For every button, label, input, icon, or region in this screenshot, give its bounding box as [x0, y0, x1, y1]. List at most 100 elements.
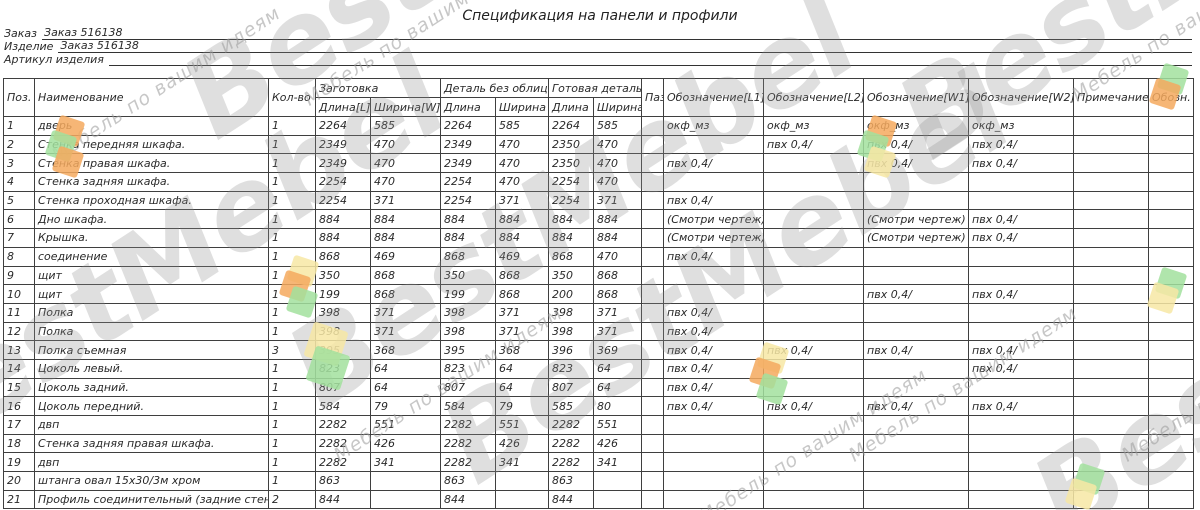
- cell-pos: 8: [3, 246, 35, 267]
- cell-raw-wid: 64: [494, 358, 550, 379]
- header-pos: Поз.: [3, 78, 35, 117]
- cell-pos: 18: [3, 433, 35, 454]
- cell-mark: [1148, 452, 1195, 473]
- cell-l1: пвх 0,4/: [663, 358, 765, 379]
- table-row: 19 двп 1 2282 341 2282 341 2282 341: [3, 452, 1195, 473]
- cell-qty: 1: [268, 433, 316, 454]
- cell-note: [1073, 396, 1150, 416]
- cell-pos: 16: [3, 396, 35, 416]
- cell-raw-len: 868: [440, 246, 496, 267]
- cell-name: соединение: [34, 246, 269, 267]
- cell-pos: 19: [3, 452, 35, 473]
- table-row: 7 Крышка. 1 884 884 884 884 884 884 (Смотри черте…: [3, 228, 1195, 248]
- cell-zag-len: 398: [315, 302, 371, 323]
- cell-ready-len: 2282: [548, 433, 595, 454]
- product-line: Изделие Заказ 516138: [4, 40, 1192, 53]
- cell-zag-wid: 426: [370, 433, 441, 454]
- cell-raw-wid: 469: [494, 246, 550, 267]
- cell-raw-wid: 470: [494, 134, 550, 155]
- cell-mark: [1148, 358, 1195, 379]
- cell-paz: [641, 153, 665, 174]
- cell-name: щит: [34, 265, 269, 286]
- table-row: 3 Стенка правая шкафа. 1 2349 470 2349 470 2350…: [3, 153, 1195, 174]
- header-l1: Обозначение[L1]: [663, 78, 765, 117]
- cell-raw-len: 823: [440, 358, 496, 379]
- product-value: Заказ 516138: [58, 40, 1192, 53]
- cell-l2: [763, 377, 865, 398]
- cell-w1: пвх 0,4/: [863, 134, 970, 155]
- header-qty: Кол-во: [268, 78, 316, 117]
- cell-l2: окф_мз: [763, 116, 865, 136]
- cell-mark: [1148, 302, 1195, 323]
- cell-paz: [641, 415, 665, 435]
- cell-note: [1073, 246, 1150, 267]
- table-row: 16 Цоколь передний. 1 584 79 584 79 585 80 пвх 0,…: [3, 396, 1195, 416]
- cell-qty: 3: [268, 340, 316, 360]
- cell-raw-len: 2282: [440, 415, 496, 435]
- cell-qty: 1: [268, 358, 316, 379]
- cell-ready-wid: 371: [593, 190, 643, 211]
- cell-ready-wid: 470: [593, 134, 643, 155]
- cell-ready-len: 884: [548, 228, 595, 248]
- cell-ready-wid: 64: [593, 358, 643, 379]
- cell-zag-len: 884: [315, 209, 371, 230]
- cell-w2: пвх 0,4/: [968, 209, 1075, 230]
- cell-zag-len: 199: [315, 284, 371, 304]
- cell-raw-wid: 884: [494, 209, 550, 230]
- cell-l1: [663, 433, 765, 454]
- table-row: 18 Стенка задняя правая шкафа. 1 2282 426 228…: [3, 433, 1195, 454]
- cell-w1: (Смотри чертеж): [863, 228, 970, 248]
- cell-qty: 1: [268, 377, 316, 398]
- cell-raw-len: 2349: [440, 134, 496, 155]
- header-zag-wid: Ширина[W]: [370, 97, 441, 117]
- cell-paz: [641, 246, 665, 267]
- cell-l1: окф_мз: [663, 116, 765, 136]
- cell-raw-len: 350: [440, 265, 496, 286]
- cell-l1: [663, 471, 765, 491]
- cell-raw-wid: 79: [494, 396, 550, 416]
- cell-w2: пвх 0,4/: [968, 358, 1075, 379]
- cell-mark: [1148, 153, 1195, 174]
- cell-mark: [1148, 471, 1195, 491]
- cell-zag-wid: 371: [370, 321, 441, 342]
- cell-zag-wid: 469: [370, 246, 441, 267]
- cell-ready-wid: 470: [593, 246, 643, 267]
- cell-mark: [1148, 321, 1195, 342]
- cell-zag-wid: [370, 471, 441, 491]
- cell-paz: [641, 340, 665, 360]
- cell-w1: пвх 0,4/: [863, 340, 970, 360]
- cell-w2: [968, 190, 1075, 211]
- cell-mark: [1148, 116, 1195, 136]
- article-line: Артикул изделия: [4, 53, 1192, 66]
- cell-raw-wid: 868: [494, 265, 550, 286]
- cell-w1: [863, 190, 970, 211]
- cell-mark: [1148, 489, 1195, 510]
- cell-ready-len: 398: [548, 302, 595, 323]
- cell-name: Профиль соединительный (задние стенки): [34, 489, 269, 510]
- cell-zag-wid: 64: [370, 358, 441, 379]
- cell-name: Полка съемная: [34, 340, 269, 360]
- cell-pos: 14: [3, 358, 35, 379]
- table-row: 21 Профиль соединительный (задние стенки)…: [3, 489, 1195, 510]
- cell-paz: [641, 396, 665, 416]
- cell-ready-wid: 80: [593, 396, 643, 416]
- cell-zag-wid: 341: [370, 452, 441, 473]
- cell-raw-len: 884: [440, 209, 496, 230]
- cell-qty: 1: [268, 134, 316, 155]
- cell-ready-len: 2350: [548, 153, 595, 174]
- cell-zag-len: 884: [315, 228, 371, 248]
- cell-w1: [863, 489, 970, 510]
- cell-ready-wid: 884: [593, 228, 643, 248]
- header-ready-len: Длина: [548, 97, 595, 117]
- cell-w1: пвх 0,4/: [863, 396, 970, 416]
- spec-table-body: 1 дверь 1 2264 585 2264 585 2264 585 окф_мз окф_мз…: [3, 116, 1195, 510]
- cell-w1: [863, 415, 970, 435]
- cell-w2: [968, 471, 1075, 491]
- cell-note: [1073, 340, 1150, 360]
- cell-ready-len: 868: [548, 246, 595, 267]
- cell-paz: [641, 452, 665, 473]
- cell-l1: [663, 172, 765, 192]
- table-row: 15 Цоколь задний. 1 807 64 807 64 807 64 пвх 0,4/: [3, 377, 1195, 398]
- cell-w2: [968, 415, 1075, 435]
